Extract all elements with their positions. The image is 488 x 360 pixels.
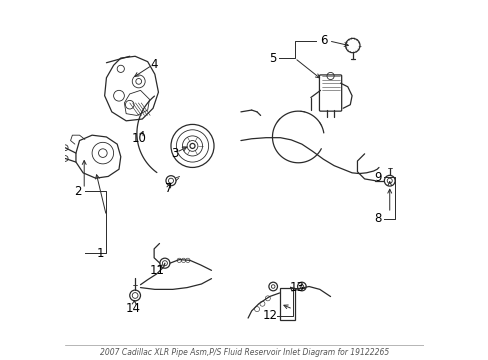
Text: 2007 Cadillac XLR Pipe Asm,P/S Fluid Reservoir Inlet Diagram for 19122265: 2007 Cadillac XLR Pipe Asm,P/S Fluid Res… <box>100 348 388 357</box>
Text: 4: 4 <box>150 58 158 71</box>
Text: 6: 6 <box>319 34 326 48</box>
Text: 10: 10 <box>131 131 146 145</box>
Text: 5: 5 <box>268 51 276 64</box>
Text: 7: 7 <box>165 182 172 195</box>
Text: 8: 8 <box>373 212 381 225</box>
Text: 1: 1 <box>96 247 103 260</box>
Text: 2: 2 <box>74 185 81 198</box>
Text: 14: 14 <box>125 302 141 315</box>
Text: 12: 12 <box>262 309 277 322</box>
Text: 13: 13 <box>289 281 305 294</box>
Text: 11: 11 <box>149 264 164 277</box>
Text: 3: 3 <box>170 147 178 160</box>
Text: 9: 9 <box>373 171 381 184</box>
